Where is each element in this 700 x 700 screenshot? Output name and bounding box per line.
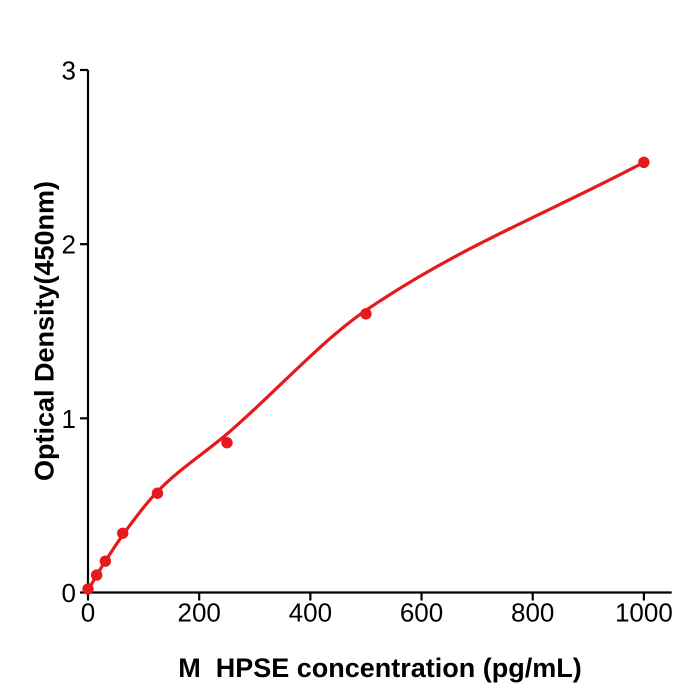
y-tick-label-0: 0 [62, 578, 76, 608]
x-tick-label-200: 200 [177, 598, 220, 628]
data-point-125 [151, 487, 164, 499]
y-tick-label-2: 2 [62, 230, 76, 260]
data-point-500 [360, 308, 372, 320]
x-tick-label-800: 800 [511, 598, 554, 628]
tick-labels-group: 0 200 400 600 800 1000 0 1 2 3 [62, 56, 673, 628]
x-tick-label-600: 600 [400, 598, 443, 628]
data-point-1000 [638, 156, 650, 169]
x-tick-label-1000: 1000 [615, 598, 673, 628]
fit-curve-line [86, 160, 646, 593]
data-point-15.6 [90, 569, 103, 581]
axes-group [80, 68, 672, 601]
data-point-31.25 [99, 555, 112, 567]
x-axis-title: M HPSE concentration (pg/mL) [178, 653, 582, 683]
data-point-250 [221, 437, 233, 449]
x-tick-label-0: 0 [81, 598, 95, 628]
y-axis-title: Optical Density(450nm) [29, 180, 60, 482]
x-tick-label-400: 400 [289, 598, 332, 628]
y-tick-label-3: 3 [62, 56, 76, 86]
y-tick-label-1: 1 [62, 404, 76, 434]
data-point-62.5 [117, 527, 129, 539]
data-points-group [82, 156, 650, 595]
data-point-0 [82, 583, 94, 595]
